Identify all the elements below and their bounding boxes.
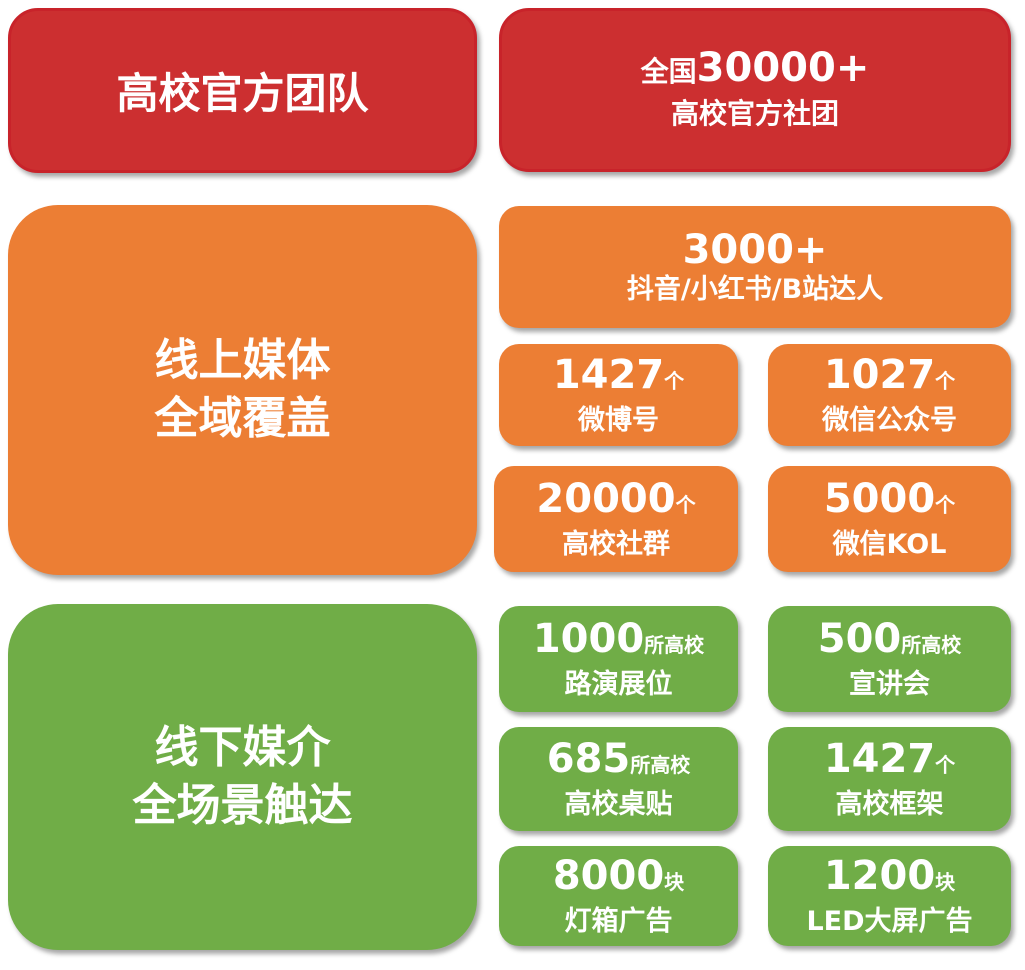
official-clubs-stat-box: 全国30000+ 高校官方社团 xyxy=(499,8,1011,172)
influencer-stat-box: 3000+ 抖音/小红书/B站达人 xyxy=(499,206,1011,328)
offline-media-title-box: 线下媒介 全场景触达 xyxy=(8,604,477,950)
stat-number: 5000 xyxy=(823,476,936,522)
offline-stat-box: 685所高校 高校桌贴 xyxy=(499,727,738,831)
stat-number-line: 1200块 xyxy=(824,853,955,905)
online-stat-box: 1427个 微博号 xyxy=(499,344,738,446)
stat-number-line: 1027个 xyxy=(824,352,955,404)
influencer-label: 抖音/小红书/B站达人 xyxy=(626,274,884,305)
clubs-stat-line2: 高校官方社团 xyxy=(670,97,839,130)
stat-label: 宣讲会 xyxy=(849,669,930,700)
stat-number: 20000 xyxy=(536,476,676,522)
stat-unit: 所高校 xyxy=(901,633,962,657)
stat-number-line: 20000个 xyxy=(536,476,695,528)
offline-stat-box: 1000所高校 路演展位 xyxy=(499,606,738,712)
online-stat-box: 20000个 高校社群 xyxy=(494,466,738,572)
offline-title-line2: 全场景触达 xyxy=(132,780,353,831)
stat-unit: 块 xyxy=(935,870,956,894)
stat-label: 微博号 xyxy=(578,405,659,436)
stat-label: 高校框架 xyxy=(835,789,944,820)
stat-number: 8000 xyxy=(552,853,665,899)
stat-unit: 个 xyxy=(664,369,685,393)
stat-number-line: 500所高校 xyxy=(818,616,962,668)
stat-number: 1027 xyxy=(823,352,936,398)
stat-number: 1200 xyxy=(823,853,936,899)
online-title-line2: 全域覆盖 xyxy=(154,393,331,444)
online-stat-box: 1027个 微信公众号 xyxy=(768,344,1011,446)
stat-unit: 个 xyxy=(935,369,956,393)
stat-unit: 块 xyxy=(664,870,685,894)
influencer-number: 3000+ xyxy=(682,227,828,273)
stat-unit: 个 xyxy=(935,753,956,777)
stat-number-line: 8000块 xyxy=(553,853,684,905)
official-team-title: 高校官方团队 xyxy=(116,69,369,118)
clubs-stat-line1: 全国30000+ xyxy=(641,46,870,94)
stat-label: 微信KOL xyxy=(832,529,947,560)
stat-unit: 所高校 xyxy=(630,753,691,777)
stat-unit: 个 xyxy=(935,493,956,517)
online-media-title-box: 线上媒体 全域覆盖 xyxy=(8,205,477,575)
stat-number-line: 685所高校 xyxy=(547,736,691,788)
stat-label: 高校社群 xyxy=(562,529,670,560)
stat-unit: 个 xyxy=(675,493,696,517)
stat-number-line: 5000个 xyxy=(824,476,955,528)
stat-number: 1427 xyxy=(552,352,665,398)
clubs-number: 30000+ xyxy=(696,45,870,91)
stat-number-line: 1427个 xyxy=(553,352,684,404)
stat-number-line: 1427个 xyxy=(824,736,955,788)
official-team-title-box: 高校官方团队 xyxy=(8,8,477,173)
offline-stat-box: 1427个 高校框架 xyxy=(768,727,1011,831)
stat-label: 微信公众号 xyxy=(822,405,957,436)
offline-title-line1: 线下媒介 xyxy=(154,722,331,773)
offline-stat-box: 1200块 LED大屏广告 xyxy=(768,846,1011,946)
stat-number-line: 1000所高校 xyxy=(533,616,704,668)
offline-stat-box: 8000块 灯箱广告 xyxy=(499,846,738,946)
stat-number: 1427 xyxy=(823,736,936,782)
stat-unit: 所高校 xyxy=(644,633,705,657)
stat-number: 685 xyxy=(546,736,631,782)
online-title-line1: 线上媒体 xyxy=(154,335,331,386)
stat-label: 高校桌贴 xyxy=(564,789,673,820)
stat-number: 500 xyxy=(817,616,902,662)
stat-number: 1000 xyxy=(532,616,645,662)
stat-label: 路演展位 xyxy=(564,669,673,700)
clubs-prefix: 全国 xyxy=(640,55,697,88)
offline-stat-box: 500所高校 宣讲会 xyxy=(768,606,1011,712)
online-stat-box: 5000个 微信KOL xyxy=(768,466,1011,572)
stat-label: 灯箱广告 xyxy=(564,906,673,937)
stat-label: LED大屏广告 xyxy=(806,906,973,937)
